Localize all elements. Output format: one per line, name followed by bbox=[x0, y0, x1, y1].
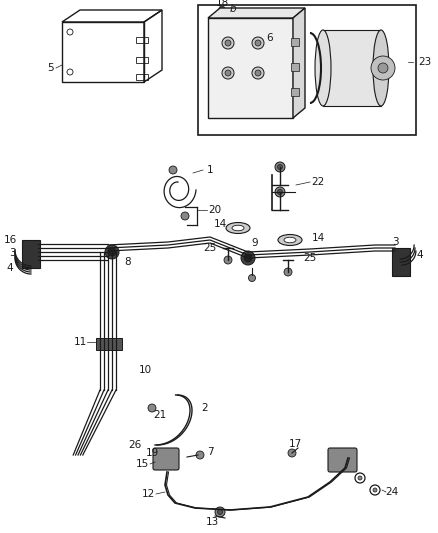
Circle shape bbox=[181, 212, 189, 220]
Polygon shape bbox=[293, 8, 305, 118]
Circle shape bbox=[222, 67, 234, 79]
Text: 15: 15 bbox=[135, 459, 148, 469]
Circle shape bbox=[108, 248, 116, 256]
Circle shape bbox=[196, 451, 204, 459]
Bar bbox=[22, 240, 40, 268]
Bar bbox=[136, 74, 148, 80]
FancyBboxPatch shape bbox=[328, 448, 357, 472]
Circle shape bbox=[371, 56, 395, 80]
Ellipse shape bbox=[284, 237, 296, 243]
Circle shape bbox=[255, 40, 261, 46]
Text: 24: 24 bbox=[385, 487, 399, 497]
Circle shape bbox=[224, 256, 232, 264]
Bar bbox=[136, 57, 148, 63]
Ellipse shape bbox=[232, 225, 244, 231]
Circle shape bbox=[241, 251, 255, 265]
Circle shape bbox=[358, 476, 362, 480]
Circle shape bbox=[105, 245, 119, 259]
Circle shape bbox=[278, 165, 283, 169]
Text: 3: 3 bbox=[392, 237, 398, 247]
Text: 19: 19 bbox=[145, 448, 159, 458]
Text: 16: 16 bbox=[4, 235, 17, 245]
Circle shape bbox=[284, 268, 292, 276]
Circle shape bbox=[225, 40, 231, 46]
Circle shape bbox=[225, 70, 231, 76]
Circle shape bbox=[373, 488, 377, 492]
Text: 26: 26 bbox=[128, 440, 141, 450]
Text: 8: 8 bbox=[125, 257, 131, 267]
Circle shape bbox=[219, 6, 225, 12]
Bar bbox=[323, 30, 381, 106]
Circle shape bbox=[288, 449, 296, 457]
Text: 22: 22 bbox=[311, 177, 325, 187]
Text: 25: 25 bbox=[304, 253, 317, 263]
Text: 4: 4 bbox=[417, 250, 423, 260]
Text: 23: 23 bbox=[418, 57, 431, 67]
Ellipse shape bbox=[373, 30, 389, 106]
Text: 13: 13 bbox=[205, 517, 219, 527]
Circle shape bbox=[252, 37, 264, 49]
Text: 2: 2 bbox=[201, 403, 208, 413]
Bar bbox=[291, 88, 299, 96]
Text: 4: 4 bbox=[7, 263, 13, 273]
Text: 10: 10 bbox=[138, 365, 152, 375]
Circle shape bbox=[222, 37, 234, 49]
Text: 25: 25 bbox=[203, 243, 217, 253]
Text: 14: 14 bbox=[213, 219, 226, 229]
Text: 7: 7 bbox=[207, 447, 213, 457]
Circle shape bbox=[169, 166, 177, 174]
Circle shape bbox=[275, 187, 285, 197]
Bar bbox=[208, 18, 293, 118]
Bar bbox=[62, 22, 144, 82]
Ellipse shape bbox=[226, 222, 250, 233]
Text: b: b bbox=[230, 4, 237, 14]
Circle shape bbox=[218, 510, 223, 514]
Bar bbox=[291, 38, 299, 46]
Circle shape bbox=[244, 254, 252, 262]
Text: 18: 18 bbox=[215, 0, 229, 8]
Text: 11: 11 bbox=[74, 337, 87, 347]
Ellipse shape bbox=[278, 235, 302, 246]
Ellipse shape bbox=[315, 30, 331, 106]
Circle shape bbox=[378, 63, 388, 73]
Circle shape bbox=[148, 404, 156, 412]
Text: 17: 17 bbox=[288, 439, 302, 449]
Polygon shape bbox=[208, 8, 305, 18]
Text: 3: 3 bbox=[9, 248, 15, 258]
Text: 12: 12 bbox=[141, 489, 155, 499]
Circle shape bbox=[275, 162, 285, 172]
Bar bbox=[96, 338, 122, 350]
Text: 6: 6 bbox=[267, 33, 273, 43]
Text: 20: 20 bbox=[208, 205, 222, 215]
Circle shape bbox=[248, 274, 255, 281]
Circle shape bbox=[252, 67, 264, 79]
Text: 1: 1 bbox=[207, 165, 213, 175]
Circle shape bbox=[255, 70, 261, 76]
Circle shape bbox=[278, 190, 283, 195]
FancyBboxPatch shape bbox=[153, 448, 179, 470]
Circle shape bbox=[215, 507, 225, 517]
Text: 14: 14 bbox=[311, 233, 325, 243]
Text: 5: 5 bbox=[47, 63, 53, 73]
Bar bbox=[291, 63, 299, 71]
Bar bbox=[198, 5, 416, 135]
Text: 21: 21 bbox=[153, 410, 166, 420]
Bar bbox=[136, 37, 148, 43]
Text: 9: 9 bbox=[252, 238, 258, 248]
Bar bbox=[392, 248, 410, 276]
